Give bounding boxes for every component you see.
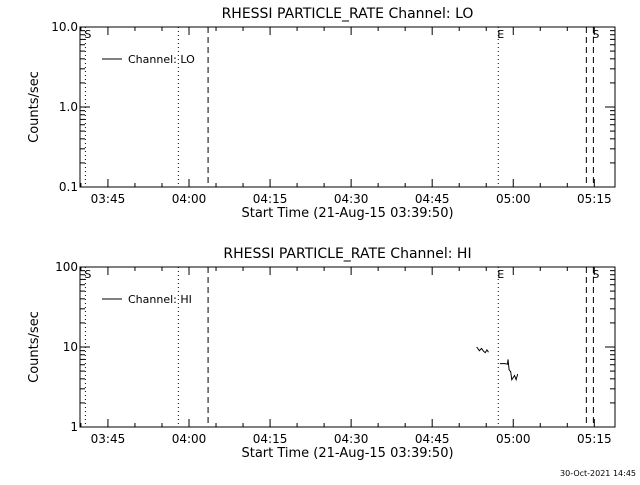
y-axis-label: Counts/sec [27,71,42,143]
y-tick-label: 10.0 [51,20,78,34]
y-tick-label: 10 [63,340,78,354]
x-tick-label: 04:45 [415,192,450,206]
y-tick-label: 1 [70,420,78,434]
x-tick-label: 05:00 [496,192,531,206]
x-axis-label: Start Time (21-Aug-15 03:39:50) [241,446,453,461]
x-tick-label: 04:15 [253,192,288,206]
x-tick-label: 05:00 [496,432,531,446]
x-tick-label: 05:15 [577,192,612,206]
event-marker-label: S [84,268,91,281]
x-tick-label: 04:15 [253,432,288,446]
x-tick-label: 04:30 [334,192,369,206]
event-marker-label: E [497,28,504,41]
x-tick-label: 03:45 [91,192,126,206]
x-tick-label: 04:00 [172,192,207,206]
chart-panel-1: RHESSI PARTICLE_RATE Channel: HI 03:45 04:… [27,246,616,461]
chart-title: RHESSI PARTICLE_RATE Channel: HI [223,246,471,262]
event-marker-label: S [84,28,91,41]
y-axis-label: Counts/sec [27,311,42,383]
event-marker-label: E [497,268,504,281]
x-tick-label: 04:45 [415,432,450,446]
y-tick-label: 1.0 [59,100,78,114]
event-marker-label: S [592,28,599,41]
series-line-0 [476,346,489,354]
x-tick-label: 05:15 [577,432,612,446]
x-tick-label: 04:00 [172,432,207,446]
legend-entry: Channel: HI [128,293,192,306]
event-marker-label: S [592,268,599,281]
chart-title: RHESSI PARTICLE_RATE Channel: LO [222,6,474,22]
x-tick-label: 04:30 [334,432,369,446]
x-tick-label: 03:45 [91,432,126,446]
footer-timestamp: 30-Oct-2021 14:45 [560,469,636,478]
chart-panel-0: RHESSI PARTICLE_RATE Channel: LO 03:45 04:… [27,6,616,221]
y-tick-label: 0.1 [59,180,78,194]
series-line-1 [499,359,519,382]
y-tick-label: 100 [55,260,78,274]
x-axis-label: Start Time (21-Aug-15 03:39:50) [241,206,453,221]
legend-entry: Channel: LO [128,53,195,66]
